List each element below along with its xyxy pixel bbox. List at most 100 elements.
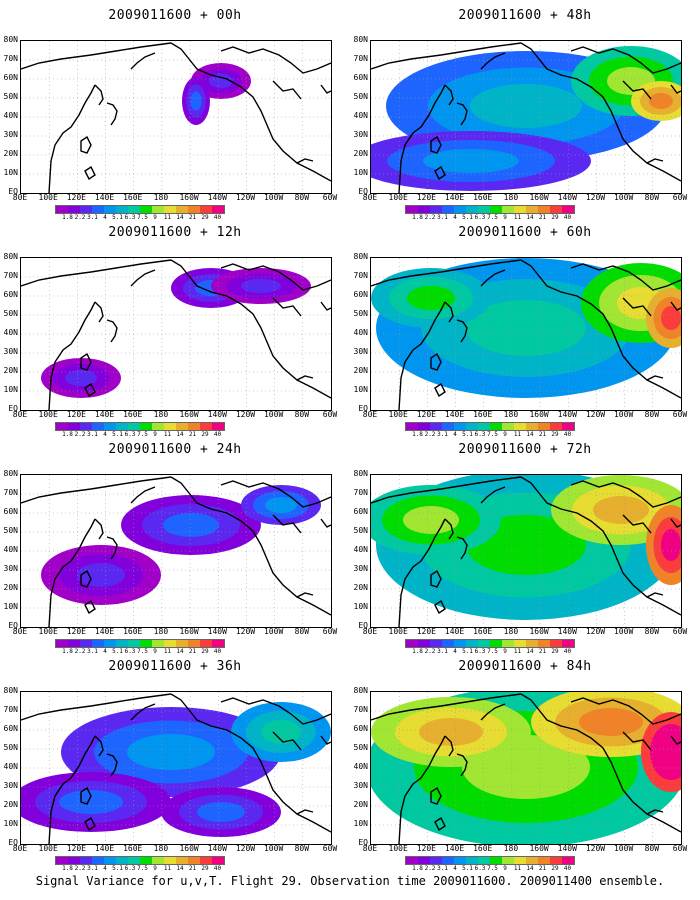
latitude-label: 30N bbox=[3, 781, 18, 790]
colorbar-swatch bbox=[562, 423, 574, 430]
longitude-label: 180 bbox=[153, 410, 169, 419]
coastline bbox=[371, 476, 522, 504]
colorbar-label: 7.5 bbox=[487, 648, 498, 655]
longitude-label: 120E bbox=[66, 627, 86, 636]
coastline bbox=[220, 480, 331, 508]
longitude-label: 160W bbox=[529, 193, 549, 202]
colorbar-label: 9 bbox=[503, 865, 507, 872]
colorbar-label: 3.1 bbox=[87, 214, 98, 221]
longitude-label: 120E bbox=[66, 193, 86, 202]
coastline bbox=[434, 816, 446, 832]
coastline bbox=[670, 84, 681, 94]
colorbar-swatch bbox=[176, 857, 188, 864]
latitude-label: 40N bbox=[3, 328, 18, 337]
latitude-label: 50N bbox=[353, 526, 368, 535]
longitude-label: 140W bbox=[557, 410, 577, 419]
colorbar-labels: 1.8 2.2 3.1 4 5.1 6.3 7.5 9 11 14 21 29 40 bbox=[55, 431, 355, 439]
map-plot bbox=[370, 257, 682, 411]
colorbar-label: 21 bbox=[538, 865, 547, 872]
coastline bbox=[272, 514, 302, 534]
coastline bbox=[94, 518, 104, 540]
coastline bbox=[434, 599, 446, 615]
longitude-label: 80E bbox=[362, 193, 378, 202]
colorbar-swatch bbox=[454, 423, 466, 430]
colorbar-swatch bbox=[200, 206, 212, 213]
latitude-label: 60N bbox=[353, 724, 368, 733]
colorbar-swatch bbox=[538, 423, 550, 430]
colorbar-label: 5.1 bbox=[112, 214, 123, 221]
longitude-label: 160E bbox=[123, 410, 143, 419]
longitude-label: 100W bbox=[613, 627, 634, 636]
coastline bbox=[570, 480, 681, 508]
colorbar-label: 11 bbox=[513, 648, 522, 655]
coastline bbox=[84, 599, 96, 615]
field-contour bbox=[65, 370, 97, 386]
latitude-label: 50N bbox=[353, 309, 368, 318]
map-plot bbox=[20, 474, 332, 628]
colorbar-label: 2.2 bbox=[424, 214, 436, 221]
latitude-label: 20N bbox=[353, 149, 368, 158]
longitude-label: 180 bbox=[503, 627, 519, 636]
colorbar-swatch bbox=[514, 423, 526, 430]
longitude-label: 120W bbox=[585, 627, 606, 636]
colorbar-label: 7.5 bbox=[137, 865, 148, 872]
coastline bbox=[430, 135, 442, 154]
colorbar-label: 3.1 bbox=[437, 431, 448, 438]
colorbar-swatch bbox=[140, 857, 152, 864]
colorbar-swatch bbox=[140, 640, 152, 647]
colorbar-label: 40 bbox=[563, 214, 572, 221]
colorbar-label: 3.1 bbox=[87, 431, 98, 438]
longitude-label: 60W bbox=[322, 193, 338, 202]
colorbar-label: 5.1 bbox=[462, 648, 473, 655]
colorbar-label: 9 bbox=[153, 648, 157, 655]
colorbar-label: 40 bbox=[213, 431, 222, 438]
coastline bbox=[646, 158, 664, 164]
colorbar-label: 9 bbox=[153, 865, 157, 872]
coastline bbox=[272, 731, 302, 751]
colorbar-swatch bbox=[526, 857, 538, 864]
colorbar-label: 4 bbox=[103, 865, 107, 872]
colorbar bbox=[405, 856, 575, 865]
coastline bbox=[444, 84, 454, 106]
field-contour bbox=[661, 306, 681, 330]
longitude-label: 80E bbox=[12, 844, 28, 853]
colorbar-label: 11 bbox=[513, 431, 522, 438]
latitude-label: 40N bbox=[353, 328, 368, 337]
colorbar-swatch bbox=[442, 857, 454, 864]
latitude-label: 30N bbox=[353, 781, 368, 790]
longitude-label: 160W bbox=[179, 627, 199, 636]
longitude-label: 140W bbox=[207, 410, 227, 419]
coastline bbox=[456, 102, 468, 126]
longitude-label: 160W bbox=[529, 844, 549, 853]
coastline bbox=[480, 486, 506, 504]
longitude-label: 120W bbox=[235, 410, 256, 419]
colorbar-label: 40 bbox=[213, 648, 222, 655]
colorbar-label: 7.5 bbox=[487, 214, 498, 221]
map-plot bbox=[20, 257, 332, 411]
latitude-label: 70N bbox=[353, 488, 368, 497]
colorbar bbox=[405, 422, 575, 431]
colorbar-label: 21 bbox=[188, 214, 197, 221]
field-contour bbox=[59, 790, 123, 814]
latitude-label: 50N bbox=[3, 526, 18, 535]
map-panel: 2009011600 + 00h 80N 70N 60N 50N 40N 30N 20N 10N… bbox=[0, 0, 350, 221]
colorbar-label: 5.1 bbox=[112, 431, 123, 438]
longitude-label: 80W bbox=[644, 844, 660, 853]
longitude-label: 140W bbox=[207, 627, 227, 636]
coastline bbox=[430, 786, 442, 805]
colorbar-swatch bbox=[188, 423, 200, 430]
colorbar-swatch bbox=[116, 640, 128, 647]
colorbar-swatch bbox=[80, 640, 92, 647]
colorbar-label: 14 bbox=[176, 648, 184, 655]
coastline bbox=[320, 735, 331, 745]
colorbar-swatch bbox=[188, 640, 200, 647]
colorbar-label: 14 bbox=[176, 431, 184, 438]
colorbar-swatch bbox=[514, 640, 526, 647]
colorbar-swatch bbox=[152, 857, 164, 864]
coastline bbox=[130, 52, 156, 70]
coastline bbox=[48, 84, 96, 193]
colorbar-swatch bbox=[502, 206, 514, 213]
longitude-label: 80E bbox=[12, 410, 28, 419]
field-contour bbox=[407, 286, 455, 310]
latitude-label: 50N bbox=[353, 743, 368, 752]
